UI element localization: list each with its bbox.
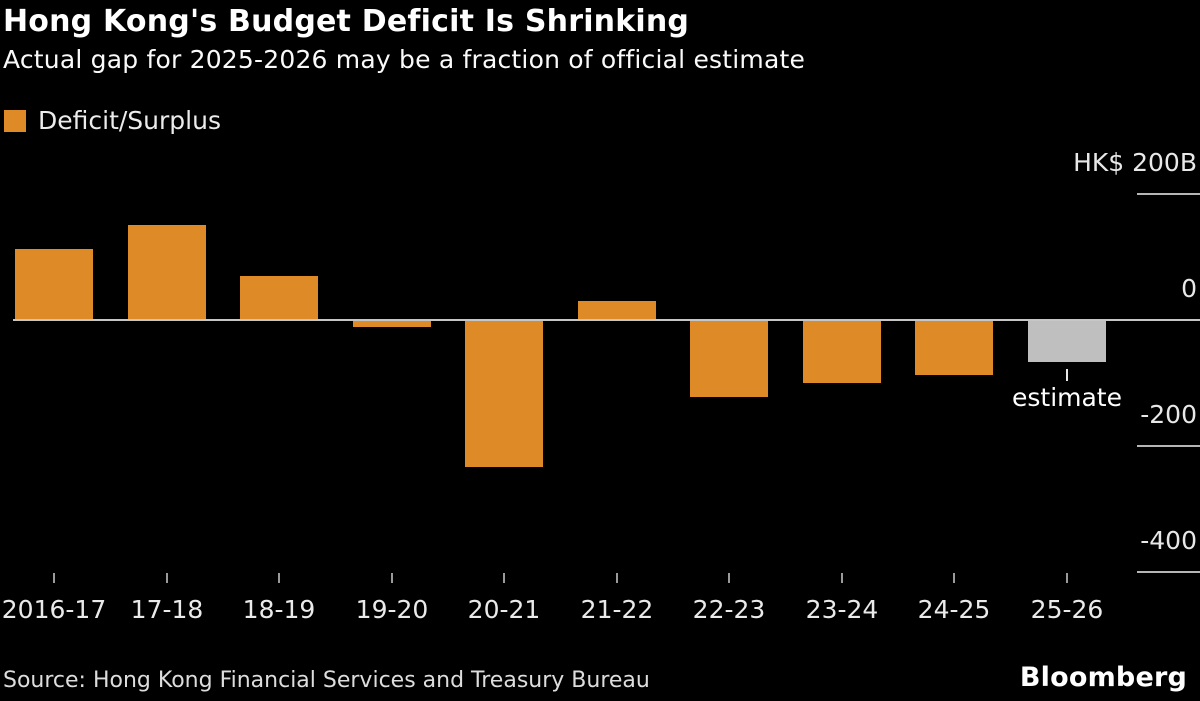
bar-18-19 [240, 276, 318, 319]
x-axis-tick [616, 573, 618, 583]
x-axis-label-2016-17: 2016-17 [1, 595, 107, 624]
x-axis-label-17-18: 17-18 [130, 595, 204, 624]
x-axis-tick [53, 573, 55, 583]
legend-swatch-icon [4, 109, 26, 132]
y-gridline-200 [1137, 193, 1200, 195]
chart-subtitle: Actual gap for 2025-2026 may be a fracti… [3, 45, 806, 74]
y-gridline--400 [1137, 571, 1200, 573]
x-axis-tick [841, 573, 843, 583]
x-axis-label-18-19: 18-19 [242, 595, 316, 624]
x-axis-tick [391, 573, 393, 583]
y-gridline--200 [1137, 445, 1200, 447]
x-axis-tick [278, 573, 280, 583]
x-axis-label-24-25: 24-25 [917, 595, 991, 624]
chart-title: Hong Kong's Budget Deficit Is Shrinking [3, 4, 690, 39]
bar-19-20 [353, 320, 431, 327]
legend-label: Deficit/Surplus [38, 106, 221, 135]
x-axis-tick [1066, 573, 1068, 583]
x-axis-tick [166, 573, 168, 583]
x-axis-label-25-26: 25-26 [1030, 595, 1104, 624]
bar-24-25 [915, 320, 993, 375]
x-axis-label-22-23: 22-23 [692, 595, 766, 624]
zero-baseline [13, 319, 1200, 321]
x-axis-label-20-21: 20-21 [467, 595, 541, 624]
y-axis-label: -200 [1140, 400, 1197, 429]
x-axis-label-23-24: 23-24 [805, 595, 879, 624]
x-axis-label-21-22: 21-22 [580, 595, 654, 624]
y-axis-label: -400 [1140, 526, 1197, 555]
bloomberg-logo: Bloomberg [1019, 662, 1187, 693]
bar-22-23 [690, 320, 768, 397]
x-axis-tick [728, 573, 730, 583]
x-axis-label-19-20: 19-20 [355, 595, 429, 624]
y-axis-label: HK$ 200B [1073, 148, 1197, 177]
legend: Deficit/Surplus [4, 106, 221, 135]
source-credit: Source: Hong Kong Financial Services and… [3, 668, 650, 693]
x-axis-tick [953, 573, 955, 583]
bar-21-22 [578, 301, 656, 319]
bar-20-21 [465, 320, 543, 467]
x-axis-tick [503, 573, 505, 583]
estimate-label: estimate [1011, 383, 1122, 412]
bar-25-26 [1028, 320, 1106, 362]
y-axis-label: 0 [1181, 274, 1197, 303]
bar-17-18 [128, 225, 206, 319]
estimate-leader-tick [1066, 369, 1068, 381]
bar-23-24 [803, 320, 881, 383]
bar-2016-17 [15, 249, 93, 319]
